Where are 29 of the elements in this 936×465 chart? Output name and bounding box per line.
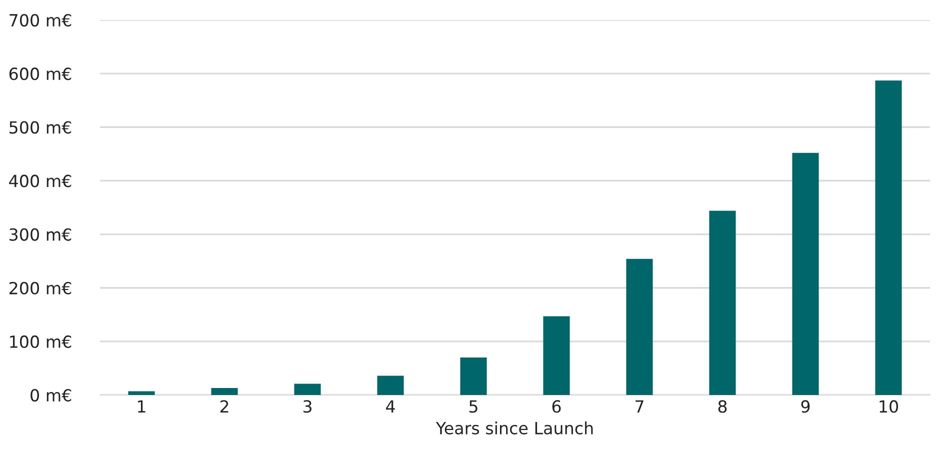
y-tick-label: 0 m€ (30, 388, 72, 402)
x-axis-title: Years since Launch (436, 422, 593, 434)
y-tick-label: 100 m€ (10, 335, 72, 348)
bar (211, 388, 238, 395)
bar (792, 152, 819, 395)
y-tick-label: 400 m€ (9, 174, 72, 188)
x-tick-label: 8 (718, 400, 727, 413)
x-tick-label: 1 (138, 400, 146, 413)
x-tick-label: 5 (469, 400, 478, 413)
y-tick-label: 300 m€ (10, 228, 72, 241)
x-tick-label: 7 (636, 400, 644, 413)
x-tick-label: 3 (303, 400, 312, 413)
bar (377, 376, 404, 395)
x-tick-label: 9 (801, 400, 810, 413)
x-tick-label: 10 (880, 400, 898, 413)
y-tick-label: 200 m€ (9, 282, 72, 294)
bar (709, 210, 736, 395)
bar (294, 384, 321, 395)
y-tick-label: 600 m€ (9, 68, 72, 80)
bar (543, 316, 570, 395)
x-tick-label: 2 (220, 400, 228, 413)
bar (460, 358, 487, 395)
bar (128, 391, 155, 395)
bar (626, 258, 653, 395)
y-tick-label: 500 m€ (10, 121, 72, 134)
x-tick-label: 6 (552, 400, 561, 413)
bar (875, 80, 902, 395)
y-tick-label: 700 m€ (10, 14, 72, 27)
x-tick-label: 4 (386, 400, 395, 413)
